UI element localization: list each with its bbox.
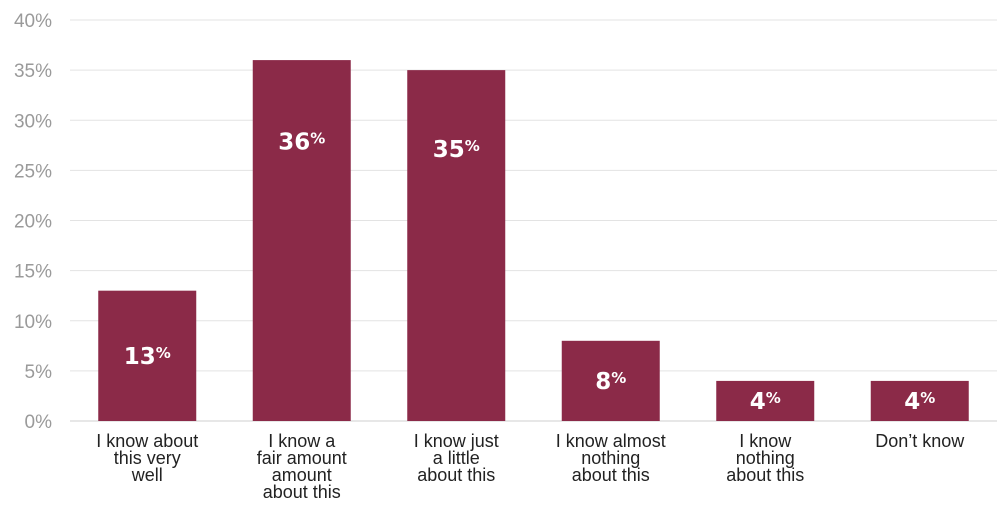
bars: 13% 36% 35% 8% 4% 4% <box>98 60 969 421</box>
bar <box>870 380 969 421</box>
y-tick-label: 5% <box>25 362 53 383</box>
x-tick-label: I know a fair amount amount about this <box>257 431 347 502</box>
y-tick-label: 25% <box>14 161 52 182</box>
y-tick-label: 15% <box>14 262 52 283</box>
bar <box>252 60 351 421</box>
bar <box>716 380 815 421</box>
y-axis: 0% 5% 10% 15% 20% 25% 30% 35% 40% <box>14 11 52 433</box>
x-tick-label: I know just a little about this <box>414 431 499 485</box>
y-tick-label: 35% <box>14 61 52 82</box>
bar <box>561 340 660 421</box>
x-tick-label: I know almost nothing about this <box>556 431 666 485</box>
x-axis: I know about this very well I know a fair am… <box>96 431 965 502</box>
x-tick-label: Don’t know <box>875 431 965 451</box>
y-tick-label: 40% <box>14 11 52 32</box>
y-tick-label: 0% <box>25 412 53 433</box>
data-label: 35% <box>433 137 480 163</box>
data-label: 8% <box>595 369 626 395</box>
bar <box>98 290 197 421</box>
x-tick-label: I know nothing about this <box>726 431 804 485</box>
gridlines <box>70 19 997 422</box>
bar <box>407 70 506 421</box>
y-tick-label: 20% <box>14 212 52 233</box>
y-tick-label: 10% <box>14 312 52 333</box>
y-tick-label: 30% <box>14 111 52 132</box>
data-label: 4% <box>904 389 935 415</box>
data-label: 13% <box>124 344 171 370</box>
data-label: 36% <box>278 129 325 155</box>
data-label: 4% <box>750 389 781 415</box>
x-tick-label: I know about this very well <box>96 431 198 485</box>
